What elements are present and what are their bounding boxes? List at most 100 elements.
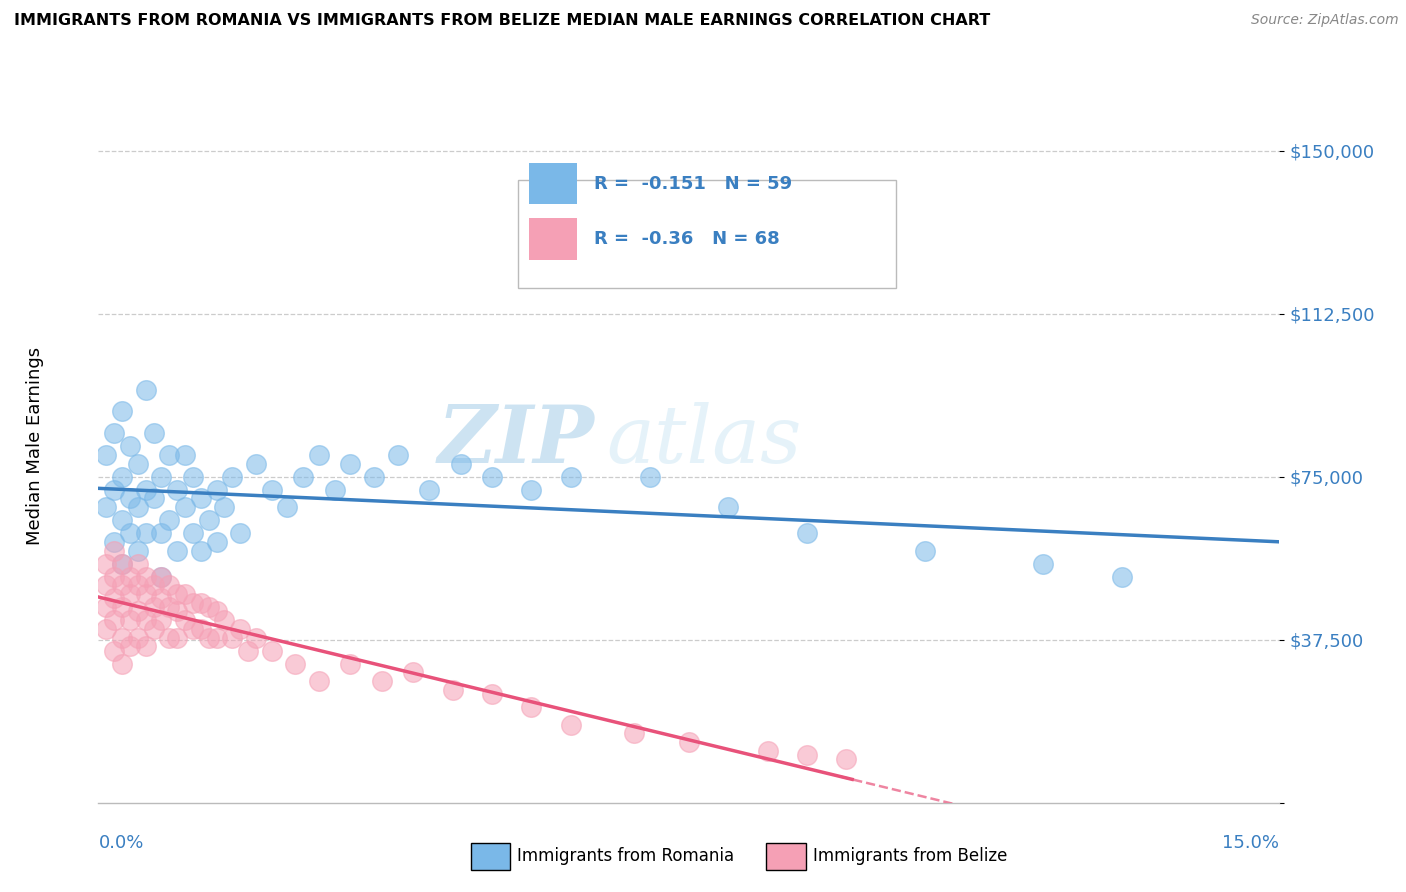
Point [127, 500, 149, 514]
Point [135, 587, 157, 601]
Point [214, 500, 236, 514]
Point [560, 717, 582, 731]
Point [190, 543, 212, 558]
Point [205, 483, 228, 497]
Point [166, 631, 188, 645]
Text: 15.0%: 15.0% [1222, 834, 1279, 852]
Point [260, 643, 283, 657]
Point [127, 543, 149, 558]
Point [127, 605, 149, 619]
Point [127, 557, 149, 571]
Point [111, 557, 134, 571]
Point [560, 469, 582, 483]
Point [111, 578, 134, 592]
Point [181, 596, 204, 610]
Point [371, 674, 394, 689]
Point [1111, 570, 1133, 584]
Point [308, 448, 330, 462]
Text: R =  -0.36   N = 68: R = -0.36 N = 68 [595, 230, 780, 248]
Point [481, 469, 503, 483]
Point [197, 513, 219, 527]
Text: atlas: atlas [606, 402, 801, 480]
Point [284, 657, 307, 671]
Point [638, 469, 661, 483]
Point [205, 535, 228, 549]
Point [96, 600, 118, 615]
Point [135, 613, 157, 627]
Point [150, 613, 173, 627]
Point [623, 726, 645, 740]
Point [150, 526, 173, 541]
Point [166, 543, 188, 558]
Point [323, 483, 346, 497]
Point [339, 457, 361, 471]
Point [260, 483, 283, 497]
Point [111, 469, 134, 483]
Point [214, 613, 236, 627]
Point [914, 543, 936, 558]
Point [205, 631, 228, 645]
Point [717, 500, 740, 514]
Point [135, 526, 157, 541]
Text: Source: ZipAtlas.com: Source: ZipAtlas.com [1251, 13, 1399, 28]
Point [181, 622, 204, 636]
Point [190, 622, 212, 636]
Point [229, 526, 252, 541]
Point [135, 570, 157, 584]
Point [150, 570, 173, 584]
Text: Immigrants from Romania: Immigrants from Romania [517, 847, 734, 865]
Text: Immigrants from Belize: Immigrants from Belize [813, 847, 1007, 865]
Point [181, 469, 204, 483]
Point [166, 605, 188, 619]
Point [103, 591, 125, 606]
Point [157, 513, 180, 527]
Point [103, 570, 125, 584]
Point [127, 578, 149, 592]
Point [103, 535, 125, 549]
Point [111, 404, 134, 418]
Point [96, 578, 118, 592]
Point [135, 483, 157, 497]
Point [118, 639, 141, 653]
Point [174, 500, 197, 514]
Point [174, 587, 197, 601]
FancyBboxPatch shape [530, 162, 576, 204]
Point [205, 605, 228, 619]
Point [96, 500, 118, 514]
Point [157, 578, 180, 592]
Point [678, 735, 700, 749]
Point [166, 587, 188, 601]
Text: ZIP: ZIP [437, 402, 595, 480]
Point [150, 591, 173, 606]
Point [245, 631, 267, 645]
Point [520, 700, 543, 714]
Point [174, 613, 197, 627]
Text: R =  -0.151   N = 59: R = -0.151 N = 59 [595, 175, 793, 193]
Point [96, 557, 118, 571]
Point [418, 483, 440, 497]
Point [387, 448, 409, 462]
Point [127, 457, 149, 471]
Point [111, 600, 134, 615]
Point [111, 557, 134, 571]
Point [103, 643, 125, 657]
Point [402, 665, 425, 680]
Point [157, 600, 180, 615]
Point [190, 596, 212, 610]
Point [190, 491, 212, 506]
Point [181, 526, 204, 541]
Point [363, 469, 385, 483]
Point [796, 747, 818, 762]
Point [142, 578, 165, 592]
Point [796, 526, 818, 541]
Point [118, 613, 141, 627]
Point [481, 687, 503, 701]
Point [96, 622, 118, 636]
Point [103, 426, 125, 441]
Point [1032, 557, 1054, 571]
Point [142, 491, 165, 506]
Point [197, 631, 219, 645]
Point [450, 457, 472, 471]
Text: Median Male Earnings: Median Male Earnings [27, 347, 44, 545]
Point [339, 657, 361, 671]
